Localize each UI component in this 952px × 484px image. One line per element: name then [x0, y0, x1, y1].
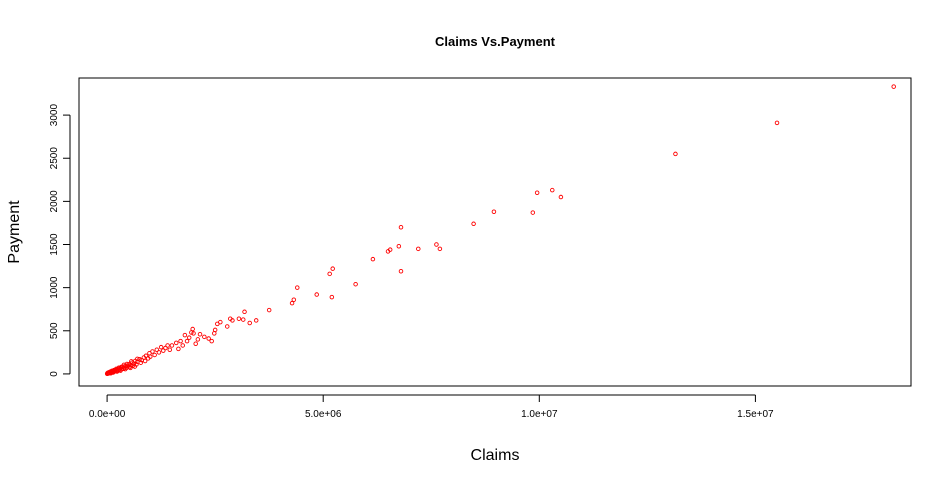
data-point	[253, 318, 259, 323]
data-point	[212, 331, 217, 336]
data-point	[152, 352, 157, 358]
chart-title: Claims Vs.Payment	[435, 34, 556, 49]
data-point	[122, 366, 128, 372]
data-point	[330, 266, 335, 271]
data-point	[550, 187, 555, 193]
data-point	[327, 271, 332, 277]
data-point	[186, 335, 192, 340]
data-point	[247, 320, 252, 326]
y-tick-label: 1000	[49, 276, 60, 299]
data-point	[558, 194, 564, 200]
data-point	[141, 355, 147, 360]
data-point	[161, 348, 166, 353]
data-point	[110, 370, 116, 375]
data-point	[891, 84, 896, 89]
data-point	[114, 369, 120, 374]
data-point	[189, 330, 194, 335]
data-point	[180, 343, 185, 348]
x-tick-label: 1.0e+07	[521, 409, 558, 420]
data-point	[202, 334, 207, 340]
data-point	[137, 357, 142, 362]
y-axis-label: Payment	[6, 200, 23, 264]
data-point	[385, 249, 391, 254]
data-point	[491, 209, 497, 214]
data-point	[209, 338, 214, 344]
data-point	[398, 225, 404, 230]
data-point	[353, 281, 358, 287]
x-axis: 0.0e+00 5.0e+06 1.0e+07 1.5e+07	[89, 394, 774, 420]
data-point	[178, 338, 183, 344]
data-point	[121, 362, 127, 368]
data-point	[416, 246, 421, 252]
plot-area-frame	[78, 77, 912, 387]
y-tick-label: 2500	[49, 147, 60, 170]
data-point	[139, 357, 144, 363]
data-point	[158, 344, 164, 350]
data-point	[774, 120, 780, 126]
data-point	[398, 269, 404, 274]
data-point	[673, 151, 678, 157]
data-point	[167, 347, 173, 353]
data-point	[206, 336, 211, 341]
data-point	[163, 345, 168, 351]
data-point	[530, 210, 536, 215]
data-point	[329, 294, 335, 300]
data-point	[128, 365, 133, 371]
y-tick-label: 2000	[49, 190, 60, 213]
data-point	[437, 246, 443, 252]
x-axis-label: Claims	[471, 447, 520, 464]
data-point	[228, 316, 233, 321]
data-point	[129, 359, 134, 364]
data-point	[215, 321, 220, 327]
data-point	[191, 331, 196, 336]
data-point	[184, 338, 190, 344]
data-point	[242, 309, 247, 315]
data-point	[156, 350, 162, 355]
data-point	[169, 343, 175, 348]
data-point	[132, 364, 138, 369]
data-point	[370, 256, 376, 262]
data-point	[295, 285, 300, 290]
data-point	[289, 300, 295, 306]
x-tick-label: 1.5e+07	[737, 409, 774, 420]
data-point	[154, 347, 160, 353]
y-axis: 0 500 1000 1500 2000 2500 3000	[49, 104, 71, 377]
data-point	[165, 343, 170, 348]
data-point	[173, 340, 179, 346]
data-point	[105, 370, 110, 376]
data-point	[147, 350, 152, 356]
data-point	[135, 359, 140, 365]
data-point	[195, 337, 201, 342]
y-tick-label: 0	[49, 371, 60, 377]
data-point	[534, 190, 540, 195]
data-point	[224, 324, 230, 329]
y-tick-label: 500	[49, 322, 60, 339]
data-point	[135, 356, 140, 362]
data-point	[182, 332, 188, 338]
data-point	[176, 346, 181, 352]
x-tick-label: 0.0e+00	[89, 409, 126, 420]
y-tick-label: 3000	[49, 104, 60, 127]
data-point	[193, 341, 198, 346]
data-point	[314, 292, 319, 297]
data-point	[396, 243, 402, 249]
data-point	[434, 242, 439, 247]
data-point	[145, 356, 151, 361]
data-point	[471, 221, 476, 227]
data-point	[291, 297, 297, 302]
data-points	[104, 84, 896, 376]
y-tick-label: 1500	[49, 233, 60, 256]
data-point	[266, 307, 272, 313]
data-point	[108, 370, 114, 376]
data-point	[197, 331, 203, 337]
data-point	[236, 316, 242, 321]
x-tick-label: 5.0e+06	[305, 409, 342, 420]
data-point	[240, 317, 246, 322]
